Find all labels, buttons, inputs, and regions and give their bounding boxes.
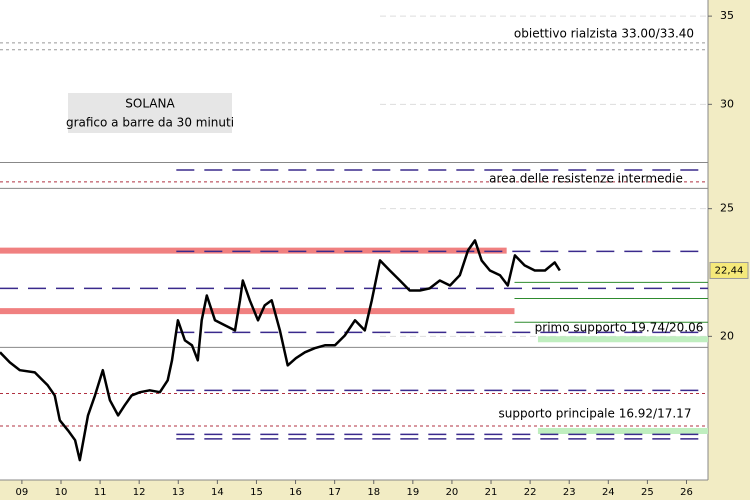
x-tick-label: 13 <box>172 487 185 498</box>
price-tag-label: 22,44 <box>715 265 744 276</box>
x-tick-label: 14 <box>211 487 224 498</box>
annotation: obiettivo rialzista 33.00/33.40 <box>514 27 694 41</box>
x-tick-label: 25 <box>641 487 654 498</box>
x-tick-label: 15 <box>250 487 263 498</box>
x-tick-label: 21 <box>485 487 498 498</box>
y-tick-label: 20 <box>720 329 734 342</box>
x-tick-label: 12 <box>133 487 146 498</box>
x-tick-label: 24 <box>602 487 615 498</box>
title-box <box>68 93 232 133</box>
x-tick-label: 22 <box>524 487 537 498</box>
y-axis-panel <box>708 0 750 500</box>
x-tick-label: 18 <box>367 487 380 498</box>
y-tick-label: 35 <box>720 9 734 22</box>
x-tick-label: 10 <box>55 487 68 498</box>
chart-title: SOLANA <box>125 97 175 111</box>
annotation: area delle resistenze intermedie <box>489 172 683 186</box>
x-tick-label: 09 <box>16 487 29 498</box>
annotation: primo supporto 19.74/20.06 <box>535 321 704 335</box>
x-tick-label: 16 <box>289 487 302 498</box>
x-tick-label: 11 <box>94 487 107 498</box>
price-tag <box>709 261 749 279</box>
x-tick-label: 19 <box>406 487 419 498</box>
x-tick-label: 20 <box>446 487 459 498</box>
price-line <box>0 239 561 462</box>
plot-area <box>0 0 708 480</box>
chart-subtitle: grafico a barre da 30 minuti <box>66 116 234 130</box>
y-tick-label: 25 <box>720 202 734 215</box>
x-tick-label: 23 <box>563 487 576 498</box>
x-axis-panel <box>0 480 708 500</box>
x-tick-label: 26 <box>680 487 693 498</box>
annotation: supporto principale 16.92/17.17 <box>499 407 692 421</box>
y-tick-label: 30 <box>720 97 734 110</box>
x-tick-label: 17 <box>328 487 341 498</box>
